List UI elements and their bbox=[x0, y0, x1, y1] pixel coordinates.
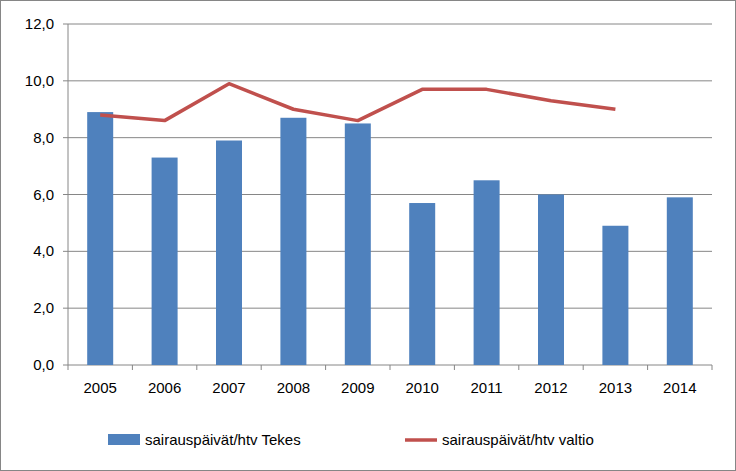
x-tick-label: 2011 bbox=[470, 379, 502, 396]
grid-line bbox=[68, 80, 712, 81]
chart-svg: 0,0 2,0 4,0 6,0 8,0 10,0 12,0 2005 2006 2007 2008 2… bbox=[0, 0, 736, 471]
bar bbox=[538, 195, 564, 366]
grid-line bbox=[68, 24, 712, 25]
x-tick bbox=[132, 365, 133, 370]
bar bbox=[345, 123, 371, 365]
bar bbox=[667, 197, 693, 365]
x-tick bbox=[518, 365, 519, 370]
bar bbox=[87, 112, 113, 365]
y-tick-label: 4,0 bbox=[33, 242, 54, 259]
x-tick-label: 2010 bbox=[406, 379, 439, 396]
y-axis bbox=[68, 24, 69, 365]
legend-swatch bbox=[108, 434, 140, 445]
bar bbox=[474, 180, 500, 365]
x-tick bbox=[261, 365, 262, 370]
y-tick bbox=[63, 308, 68, 309]
x-tick bbox=[647, 365, 648, 370]
y-tick-label: 0,0 bbox=[33, 356, 54, 373]
y-tick bbox=[63, 365, 68, 366]
x-tick-label: 2008 bbox=[277, 379, 310, 396]
x-tick-label: 2014 bbox=[663, 379, 696, 396]
bar bbox=[602, 226, 628, 365]
legend: sairauspäivät/htv Tekes sairauspäivät/htv… bbox=[108, 431, 594, 448]
chart-container: 0,0 2,0 4,0 6,0 8,0 10,0 12,0 2005 2006 2007 2008 2… bbox=[0, 0, 736, 471]
y-tick-label: 6,0 bbox=[33, 186, 54, 203]
x-tick bbox=[390, 365, 391, 370]
x-tick bbox=[196, 365, 197, 370]
legend-label: sairauspäivät/htv valtio bbox=[442, 431, 594, 448]
x-tick-label: 2007 bbox=[212, 379, 245, 396]
y-tick-label: 12,0 bbox=[25, 15, 54, 32]
x-tick bbox=[454, 365, 455, 370]
y-tick bbox=[63, 194, 68, 195]
y-tick bbox=[63, 137, 68, 138]
x-tick-label: 2009 bbox=[341, 379, 374, 396]
chart-border bbox=[1, 1, 736, 471]
plot-marks bbox=[87, 84, 693, 365]
bar bbox=[152, 158, 178, 365]
bar bbox=[409, 203, 435, 365]
bar bbox=[280, 118, 306, 365]
y-tick-label: 8,0 bbox=[33, 129, 54, 146]
grid-line bbox=[68, 137, 712, 138]
y-tick bbox=[63, 80, 68, 81]
x-tick-label: 2013 bbox=[599, 379, 632, 396]
legend-label: sairauspäivät/htv Tekes bbox=[145, 431, 301, 448]
y-tick-label: 10,0 bbox=[25, 72, 54, 89]
x-tick bbox=[712, 365, 713, 370]
y-tick bbox=[63, 24, 68, 25]
line bbox=[100, 84, 615, 121]
x-tick-label: 2006 bbox=[148, 379, 181, 396]
x-tick bbox=[68, 365, 69, 370]
y-tick-label: 2,0 bbox=[33, 299, 54, 316]
x-tick bbox=[325, 365, 326, 370]
legend-swatch bbox=[405, 438, 437, 442]
x-tick-label: 2005 bbox=[84, 379, 117, 396]
y-tick bbox=[63, 251, 68, 252]
x-tick bbox=[583, 365, 584, 370]
bar bbox=[216, 141, 242, 365]
x-tick-label: 2012 bbox=[534, 379, 567, 396]
